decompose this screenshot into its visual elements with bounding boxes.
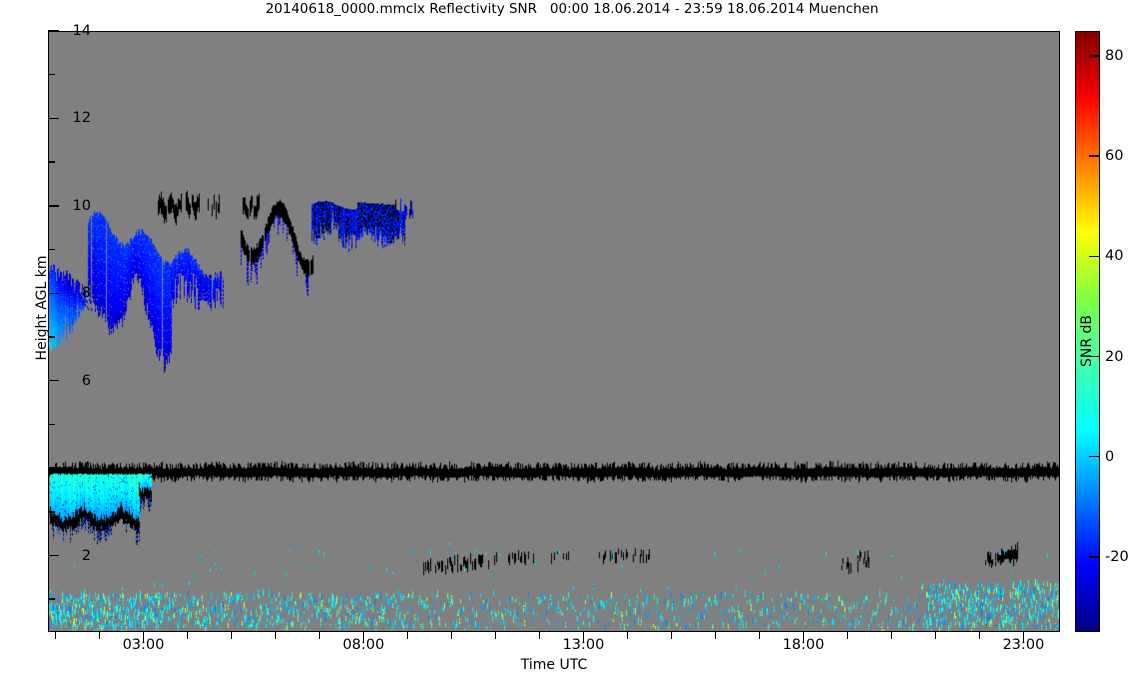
x-axis-label: Time UTC bbox=[520, 657, 588, 673]
x-tick-mark bbox=[714, 632, 717, 639]
colorbar-tick-label: 60 bbox=[1105, 148, 1124, 165]
x-tick-mark bbox=[802, 632, 805, 643]
colorbar-gradient bbox=[1076, 32, 1099, 631]
colorbar-tick-label: -20 bbox=[1105, 548, 1129, 565]
x-tick-mark bbox=[406, 632, 409, 639]
x-tick-mark bbox=[978, 632, 981, 639]
y-tick-mark bbox=[48, 336, 55, 338]
y-tick-mark bbox=[48, 292, 59, 294]
x-tick-label: 08:00 bbox=[342, 637, 385, 653]
x-tick-label: 03:00 bbox=[122, 637, 165, 653]
x-tick-mark bbox=[318, 632, 321, 639]
y-tick-mark bbox=[48, 423, 55, 426]
colorbar-tick-mark bbox=[1089, 455, 1100, 458]
colorbar-tick-label: 80 bbox=[1105, 48, 1124, 65]
y-tick-mark bbox=[48, 117, 59, 120]
x-tick-mark bbox=[54, 632, 57, 639]
y-tick-label: 14 bbox=[72, 23, 91, 39]
y-tick-mark bbox=[48, 554, 59, 557]
y-tick-mark bbox=[48, 598, 55, 600]
colorbar bbox=[1075, 31, 1100, 632]
x-tick-mark bbox=[626, 632, 629, 639]
y-axis-label: Height AGL km bbox=[34, 255, 50, 361]
colorbar-tick-mark bbox=[1089, 556, 1100, 558]
colorbar-tick-mark bbox=[1089, 355, 1100, 358]
x-tick-mark bbox=[362, 632, 365, 643]
y-tick-label: 4 bbox=[81, 460, 91, 477]
y-tick-label: 8 bbox=[81, 285, 91, 302]
plot-axes-area bbox=[48, 31, 1060, 632]
x-tick-mark bbox=[758, 632, 761, 639]
page-title: 20140618_0000.mmclx Reflectivity SNR 00:… bbox=[265, 1, 879, 17]
y-tick-label: 6 bbox=[81, 372, 91, 389]
y-tick-mark bbox=[48, 467, 59, 469]
colorbar-tick-mark bbox=[1089, 55, 1100, 57]
x-tick-mark bbox=[934, 632, 937, 639]
x-tick-mark bbox=[450, 632, 453, 639]
x-tick-mark bbox=[98, 632, 101, 639]
x-tick-mark bbox=[890, 632, 893, 639]
x-tick-label: 18:00 bbox=[782, 637, 825, 653]
x-tick-mark bbox=[186, 632, 189, 639]
y-tick-label: 10 bbox=[72, 197, 91, 214]
radar-data-heatmap bbox=[49, 32, 1059, 631]
colorbar-tick-label: 20 bbox=[1105, 348, 1124, 365]
x-tick-mark bbox=[230, 632, 233, 639]
colorbar-tick-mark bbox=[1089, 155, 1100, 157]
x-tick-mark bbox=[142, 632, 145, 643]
x-tick-label: 13:00 bbox=[562, 637, 605, 653]
x-tick-mark bbox=[582, 632, 585, 643]
x-tick-label: 23:00 bbox=[1002, 637, 1045, 653]
y-tick-label: 2 bbox=[81, 547, 91, 564]
y-tick-mark bbox=[48, 248, 55, 251]
x-tick-mark bbox=[274, 632, 277, 639]
x-tick-mark bbox=[538, 632, 541, 639]
y-tick-mark bbox=[48, 30, 59, 32]
y-tick-mark bbox=[48, 379, 59, 382]
x-tick-mark bbox=[494, 632, 497, 639]
colorbar-label: SNR dB bbox=[1079, 314, 1095, 368]
colorbar-tick-label: 40 bbox=[1105, 248, 1124, 265]
x-tick-mark bbox=[670, 632, 673, 639]
y-tick-mark bbox=[48, 205, 59, 207]
x-tick-mark bbox=[846, 632, 849, 639]
x-tick-mark bbox=[1022, 632, 1025, 643]
colorbar-tick-mark bbox=[1089, 255, 1100, 258]
y-tick-label: 12 bbox=[72, 110, 91, 127]
y-tick-mark bbox=[48, 511, 55, 513]
y-tick-mark bbox=[48, 73, 55, 76]
y-tick-mark bbox=[48, 161, 55, 163]
colorbar-tick-label: 0 bbox=[1105, 448, 1115, 465]
